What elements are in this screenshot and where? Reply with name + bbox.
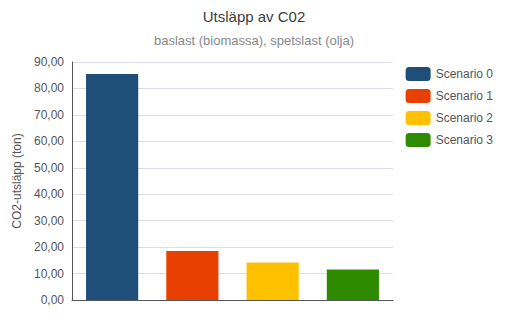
svg-text:60,00: 60,00 — [34, 134, 64, 148]
svg-text:CO2-utsläpp (ton): CO2-utsläpp (ton) — [10, 133, 24, 228]
svg-text:Scenario 1: Scenario 1 — [436, 89, 494, 103]
svg-text:80,00: 80,00 — [34, 81, 64, 95]
svg-text:90,00: 90,00 — [34, 55, 64, 69]
svg-text:30,00: 30,00 — [34, 214, 64, 228]
svg-text:Scenario 0: Scenario 0 — [436, 67, 494, 81]
svg-text:baslast (biomassa), spetslast: baslast (biomassa), spetslast (olja) — [154, 33, 354, 48]
svg-text:50,00: 50,00 — [34, 161, 64, 175]
svg-text:20,00: 20,00 — [34, 240, 64, 254]
svg-text:Utsläpp av C02: Utsläpp av C02 — [203, 8, 306, 25]
svg-text:40,00: 40,00 — [34, 187, 64, 201]
svg-text:Scenario 2: Scenario 2 — [436, 111, 494, 125]
svg-text:10,00: 10,00 — [34, 267, 64, 281]
svg-text:0,00: 0,00 — [41, 293, 65, 307]
svg-text:Scenario 3: Scenario 3 — [436, 133, 494, 147]
svg-text:70,00: 70,00 — [34, 108, 64, 122]
